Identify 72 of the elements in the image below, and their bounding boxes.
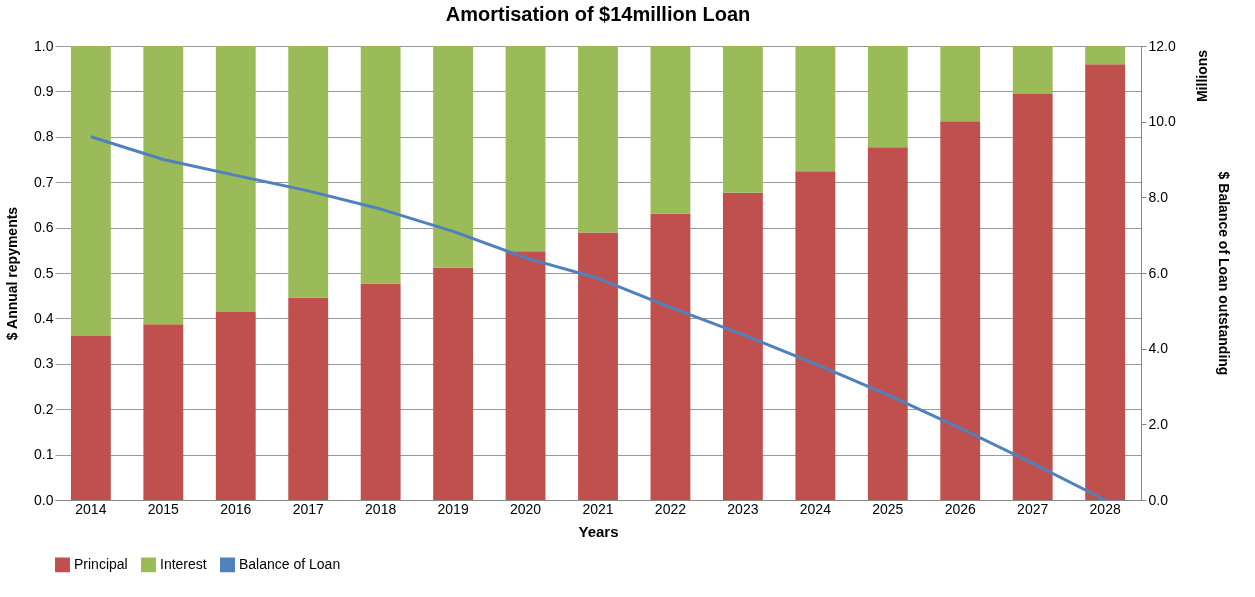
x-tick-label: 2026 [944, 500, 977, 517]
chart-title: Amortisation of $14million Loan [445, 3, 751, 25]
x-tick-label: 2017 [292, 500, 324, 517]
y2-tick-label: 0.0 [1148, 491, 1169, 508]
x-tick-label: 2018 [365, 500, 397, 517]
y-tick-label: 0.3 [34, 355, 54, 372]
legend-label: Principal [74, 555, 128, 572]
y-tick-label: 0.4 [34, 309, 54, 326]
legend-label: Balance of Loan [239, 555, 341, 572]
bar [795, 171, 836, 500]
line-series [89, 135, 1107, 502]
bar [143, 324, 184, 500]
bar [722, 192, 763, 500]
bar [1012, 46, 1053, 95]
y-tick-label: 0.9 [34, 82, 54, 99]
x-tick-label: 2025 [872, 500, 904, 517]
x-tick-label: 2015 [147, 500, 180, 517]
bar [288, 46, 329, 298]
bar [722, 46, 763, 193]
bar [940, 121, 981, 500]
y2-tick-label: 12.0 [1148, 37, 1176, 54]
bar [650, 46, 691, 214]
bar [433, 46, 474, 268]
y-axis-title: $ Annual repyments [4, 206, 21, 341]
bar [1085, 64, 1126, 500]
bar [360, 283, 401, 500]
bar [1085, 46, 1126, 65]
y-tick-label: 0.5 [34, 264, 54, 281]
bar [505, 46, 546, 252]
bar [215, 46, 256, 313]
y2-tick-label: 4.0 [1148, 340, 1169, 357]
bar [578, 232, 618, 500]
bar [650, 213, 691, 500]
x-tick-label: 2022 [654, 500, 687, 517]
y2-tick-label: 6.0 [1148, 264, 1169, 281]
x-tick-label: 2028 [1089, 500, 1121, 517]
bar [940, 46, 981, 122]
y2-axis-title: $ Balance of Loan outstanding [1215, 171, 1232, 376]
bar [867, 46, 908, 148]
bar [70, 336, 111, 500]
y-tick-label: 0.7 [34, 173, 54, 190]
y-tick-label: 0.2 [34, 400, 54, 417]
bar [795, 46, 836, 172]
bar [1012, 94, 1053, 500]
y-tick-label: 0.1 [34, 446, 54, 463]
y-tick-label: 0.8 [34, 128, 54, 145]
x-tick-label: 2019 [437, 500, 469, 517]
x-tick-label: 2020 [509, 500, 542, 517]
text: Millions [1194, 49, 1210, 103]
y2-tick-label: 2.0 [1148, 415, 1169, 432]
bar [433, 267, 474, 500]
x-tick-label: 2021 [582, 500, 614, 517]
x-tick-label: 2016 [220, 500, 252, 517]
x-axis-title: Years [578, 522, 619, 540]
bar [143, 46, 184, 325]
y2-tick-label: 8.0 [1148, 188, 1169, 205]
x-tick-label: 2027 [1017, 500, 1049, 517]
bar [578, 46, 618, 233]
y2-tick-label: 10.0 [1148, 113, 1176, 130]
x-tick-label: 2014 [75, 500, 107, 517]
bar [867, 147, 908, 500]
bar [505, 251, 546, 500]
bar [288, 297, 329, 500]
legend-label: Interest [160, 555, 207, 572]
bar [360, 46, 401, 284]
y-tick-label: 0.6 [34, 219, 54, 236]
bar [215, 312, 256, 500]
y-tick-label: 1.0 [34, 37, 54, 54]
x-tick-label: 2023 [727, 500, 759, 517]
bar [70, 46, 111, 337]
x-tick-label: 2024 [799, 500, 832, 517]
y-tick-label: 0.0 [34, 491, 54, 508]
